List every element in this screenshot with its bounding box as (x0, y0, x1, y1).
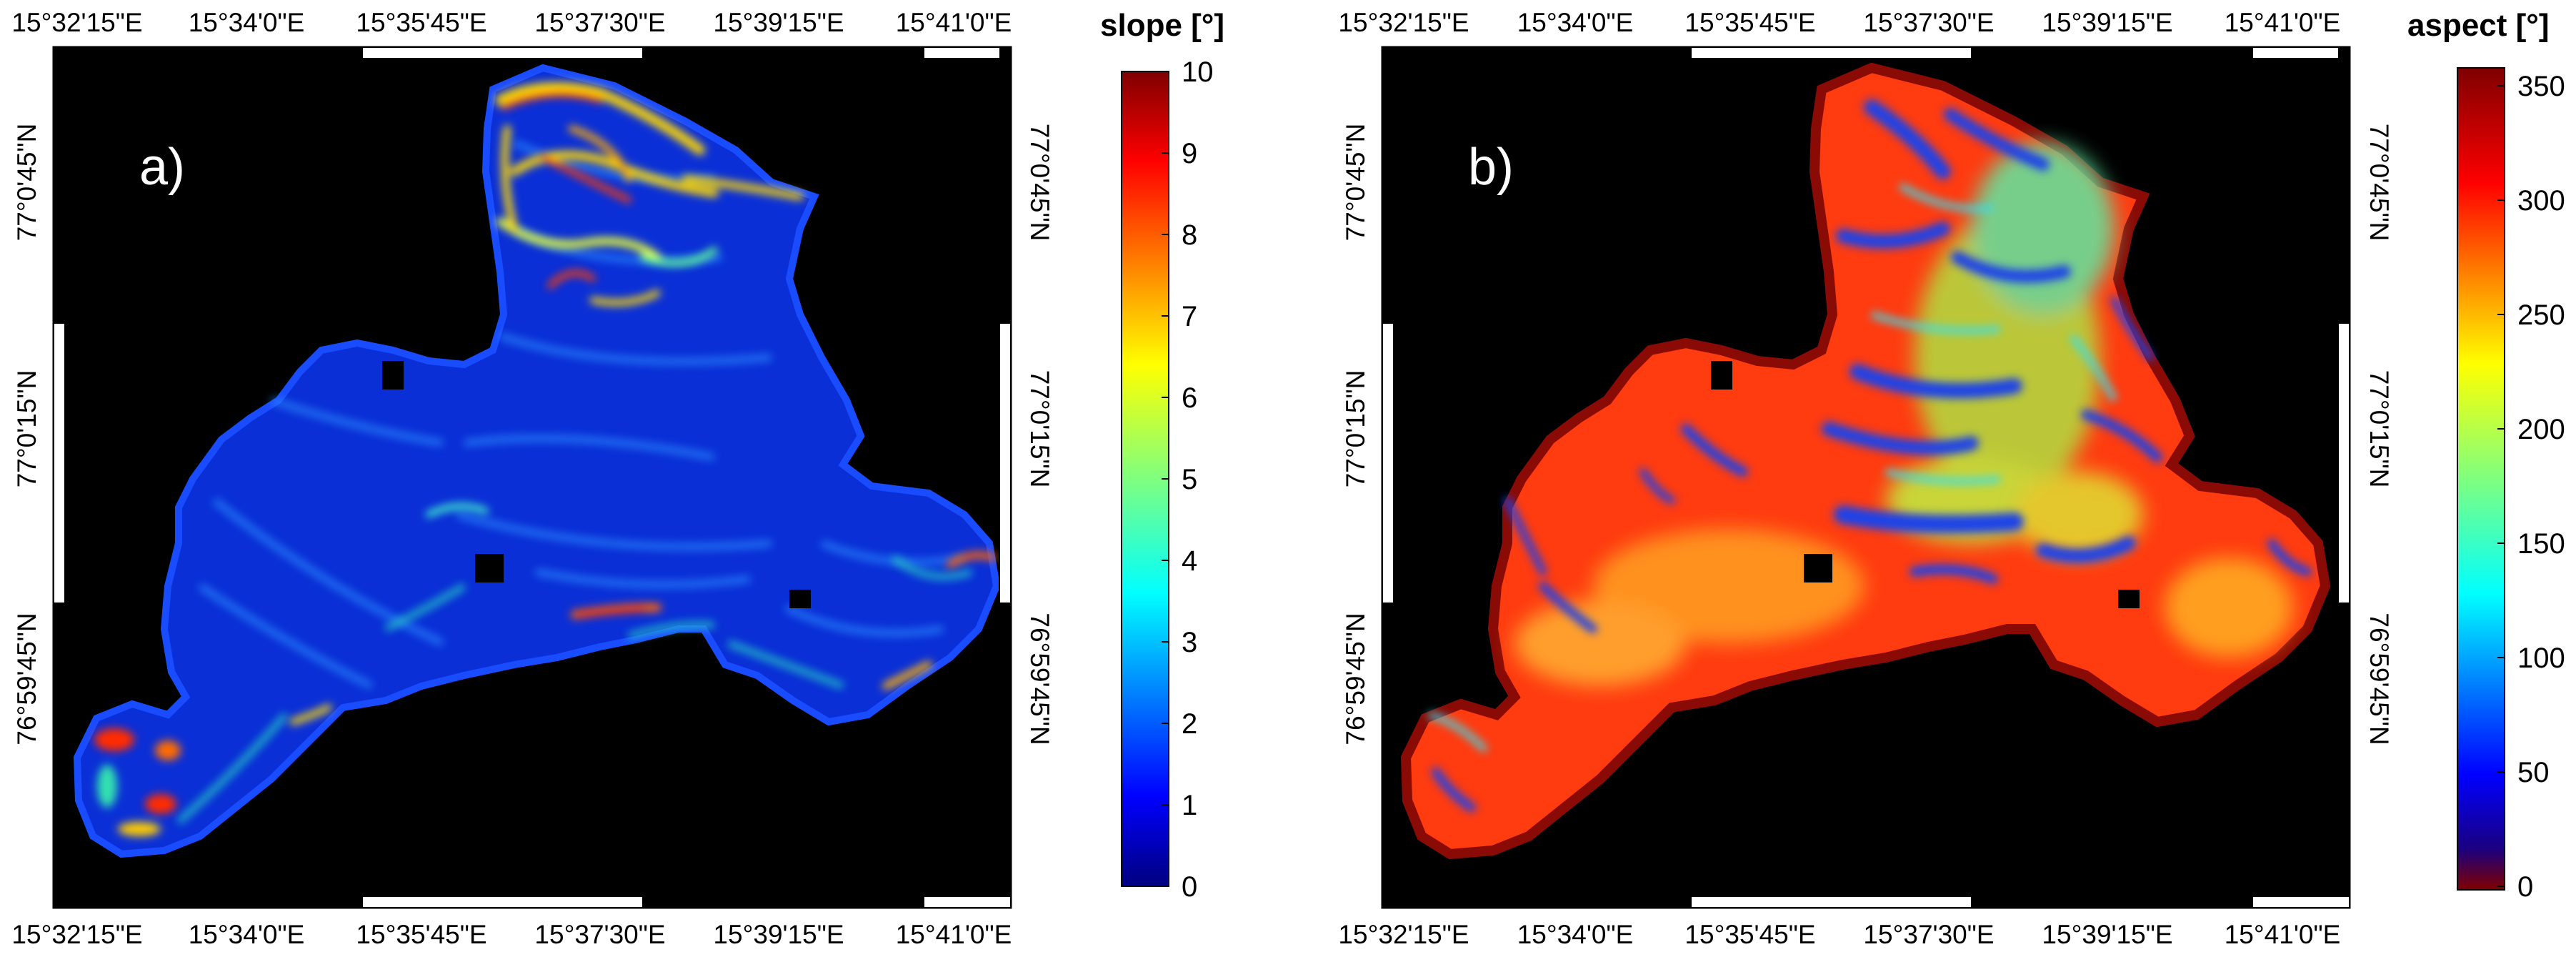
colorbar-tick-label: 9 (1182, 138, 1197, 169)
lon-label: 15°34'0"E (189, 920, 305, 949)
lon-label: 15°32'15"E (1338, 920, 1469, 949)
lon-label: 15°41'0"E (896, 8, 1012, 37)
colorbar-tick-label: 10 (1182, 56, 1214, 88)
lat-label: 77°0'45"N (1341, 124, 1370, 242)
lat-label: 77°0'15"N (12, 370, 41, 488)
lat-label: 77°0'45"N (1025, 124, 1054, 242)
colorbar-tick-label: 250 (2517, 299, 2565, 331)
slope-lat-right-labels: 77°0'45"N 77°0'15"N 76°59'45"N (1025, 124, 1054, 745)
colorbar-tick-label: 5 (1182, 464, 1197, 495)
colorbar-tick-label: 200 (2517, 414, 2565, 445)
aspect-colorbar-title: aspect [°] (2407, 8, 2550, 43)
lon-label: 15°37'30"E (1863, 8, 1994, 37)
lon-label: 15°39'15"E (713, 920, 844, 949)
lat-label: 77°0'45"N (12, 124, 41, 242)
slope-lon-top-labels: 15°32'15"E 15°34'0"E 15°35'45"E 15°37'30… (11, 8, 1012, 37)
colorbar-tick-label: 300 (2517, 185, 2565, 217)
lon-label: 15°41'0"E (2225, 920, 2341, 949)
colorbar-tick-label: 3 (1182, 627, 1197, 658)
panel-a-letter: a) (139, 139, 185, 196)
slope-colorbar-title: slope [°] (1100, 8, 1224, 43)
lon-label: 15°32'15"E (11, 920, 142, 949)
aspect-map-frame (1381, 46, 2351, 909)
aspect-glacier-shape (1400, 62, 2331, 860)
aspect-colorbar: aspect [°] 0 50 100 150 200 250 300 350 (2407, 8, 2565, 903)
colorbar-tick-label: 8 (1182, 219, 1197, 251)
lon-label: 15°35'45"E (356, 920, 486, 949)
panel-b-letter: b) (1468, 139, 1514, 196)
lat-label: 77°0'15"N (1025, 370, 1054, 488)
slope-lat-left-labels: 77°0'45"N 77°0'15"N 76°59'45"N (12, 124, 41, 745)
colorbar-tick-label: 1 (1182, 790, 1197, 821)
aspect-lat-right-labels: 77°0'45"N 77°0'15"N 76°59'45"N (2365, 124, 2394, 745)
colorbar-tick-label: 350 (2517, 71, 2565, 102)
lat-label: 76°59'45"N (1341, 613, 1370, 745)
colorbar-tick-label: 6 (1182, 382, 1197, 414)
lon-label: 15°34'0"E (1517, 920, 1634, 949)
colorbar-tick-label: 7 (1182, 301, 1197, 332)
lon-label: 15°39'15"E (2042, 920, 2172, 949)
lon-label: 15°37'30"E (534, 8, 665, 37)
lon-label: 15°35'45"E (356, 8, 486, 37)
slope-colorbar: slope [°] 0 1 2 3 4 5 6 7 8 9 10 (1100, 8, 1224, 903)
colorbar-tick-label: 0 (2517, 871, 2533, 903)
lon-label: 15°41'0"E (2225, 8, 2341, 37)
aspect-colorbar-ramp (2457, 67, 2505, 891)
lat-label: 77°0'15"N (2365, 370, 2394, 488)
colorbar-tick-label: 4 (1182, 545, 1197, 577)
lon-label: 15°34'0"E (1517, 8, 1634, 37)
colorbar-tick-label: 2 (1182, 708, 1197, 740)
lat-label: 77°0'45"N (2365, 124, 2394, 242)
aspect-lon-top-labels: 15°32'15"E 15°34'0"E 15°35'45"E 15°37'30… (1338, 8, 2340, 37)
lon-label: 15°35'45"E (1684, 920, 1815, 949)
lon-label: 15°34'0"E (189, 8, 305, 37)
colorbar-tick-label: 100 (2517, 643, 2565, 674)
lon-label: 15°37'30"E (534, 920, 665, 949)
lat-label: 76°59'45"N (12, 613, 41, 745)
lat-label: 77°0'15"N (1341, 370, 1370, 488)
lon-label: 15°32'15"E (1338, 8, 1469, 37)
aspect-lat-left-labels: 77°0'45"N 77°0'15"N 76°59'45"N (1341, 124, 1370, 745)
slope-map-frame (52, 46, 1012, 909)
aspect-map-panel: b) 15°32'15"E 15°34'0"E 15°35'45"E 15°37… (1338, 8, 2565, 949)
colorbar-tick-label: 0 (1182, 871, 1197, 903)
colorbar-tick-label: 50 (2517, 757, 2550, 788)
lat-label: 76°59'45"N (2365, 613, 2394, 745)
slope-glacier-shape (73, 64, 1001, 858)
lon-label: 15°39'15"E (713, 8, 844, 37)
colorbar-tick-label: 150 (2517, 528, 2565, 560)
slope-lon-bottom-labels: 15°32'15"E 15°34'0"E 15°35'45"E 15°37'30… (11, 920, 1012, 949)
aspect-lon-bottom-labels: 15°32'15"E 15°34'0"E 15°35'45"E 15°37'30… (1338, 920, 2340, 949)
lon-label: 15°35'45"E (1684, 8, 1815, 37)
slope-map-panel: a) 15°32'15"E 15°34'0"E 15°35'45"E 15°37… (11, 8, 1224, 949)
lat-label: 76°59'45"N (1025, 613, 1054, 745)
lon-label: 15°41'0"E (896, 920, 1012, 949)
lon-label: 15°37'30"E (1863, 920, 1994, 949)
lon-label: 15°39'15"E (2042, 8, 2172, 37)
lon-label: 15°32'15"E (11, 8, 142, 37)
